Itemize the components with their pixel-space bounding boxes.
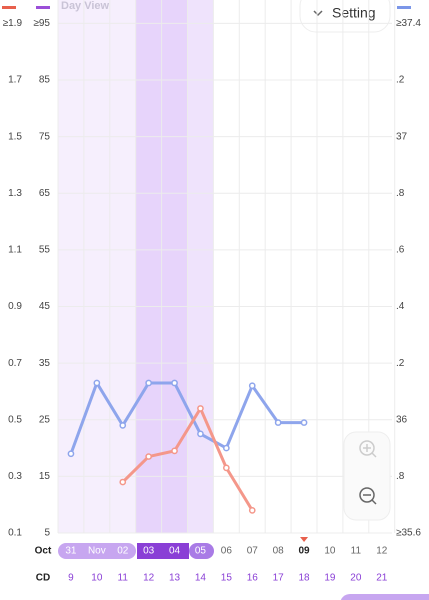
x-tick-label: 31 [65, 546, 77, 557]
series-point [67, 450, 75, 458]
view-label: Day View [61, 0, 110, 12]
y-tick-label: 1.3 [8, 188, 22, 199]
x-tick-label: 04 [169, 546, 181, 557]
series-point [197, 430, 204, 438]
bottom-pill [340, 594, 429, 600]
y-tick-label: 55 [39, 245, 51, 256]
x-tick-label: Nov [88, 546, 106, 557]
y-tick-label: 0.9 [8, 301, 22, 312]
y-tick-label: .4 [396, 301, 405, 312]
x-tick-label: 12 [376, 546, 388, 557]
cycle-day: 13 [169, 573, 181, 584]
y-tick-label: 85 [39, 75, 51, 86]
cycle-day: 9 [68, 573, 74, 584]
series-point [197, 405, 204, 412]
today-marker [300, 537, 309, 542]
y-tick-label: .2 [396, 75, 405, 86]
level-axis-name: Level [28, 0, 54, 3]
y-tick-label: 65 [39, 188, 51, 199]
y-tick-label: .2 [396, 358, 405, 369]
cycle-day: 14 [195, 573, 207, 584]
series-point [223, 464, 230, 472]
y-tick-label: 5 [44, 528, 50, 539]
cd-label: CD [36, 573, 50, 584]
y-tick-label: 25 [39, 414, 51, 425]
bbt-swatch [397, 6, 411, 9]
series-line [69, 381, 305, 455]
zoom-in[interactable] [359, 440, 375, 456]
y-tick-label: ≥37.4 [396, 18, 421, 29]
y-tick-label: 37 [396, 131, 408, 142]
cycle-day: 20 [350, 573, 362, 584]
level-swatch [36, 6, 50, 9]
y-tick-label: 36 [396, 414, 408, 425]
y-tick-label: 0.5 [8, 414, 22, 425]
series-point [119, 478, 127, 486]
highlight-band [58, 0, 136, 533]
chevron [313, 10, 323, 17]
cycle-day: 21 [376, 573, 388, 584]
y-tick-label: 35 [39, 358, 51, 369]
x-tick-label: 02 [117, 546, 129, 557]
zoom-panel [343, 431, 391, 521]
series-point [171, 379, 178, 387]
series-point [145, 453, 152, 460]
setting-button[interactable]: Setting [299, 0, 391, 33]
series-point [300, 419, 308, 426]
series-point [171, 447, 178, 455]
series-point [248, 507, 256, 514]
y-tick-label: .6 [396, 245, 405, 256]
y-tick-label: ≥1.9 [3, 18, 23, 29]
y-tick-label: 1.7 [8, 75, 22, 86]
pill [58, 543, 136, 559]
zoom-out[interactable] [359, 487, 375, 503]
cycle-day: 19 [324, 573, 336, 584]
setting-bg[interactable] [299, 0, 391, 33]
y-tick-label: .8 [396, 471, 405, 482]
x-tick-label: 07 [247, 546, 259, 557]
y-tick-label: 0.1 [8, 528, 22, 539]
cycle-day: 10 [91, 573, 103, 584]
series-point [119, 422, 127, 429]
x-tick-label: 10 [324, 546, 336, 557]
y-tick-label: ≥35.6 [396, 528, 421, 539]
bbt-axis-name: BBT [396, 0, 417, 3]
x-tick-label: 08 [273, 546, 285, 557]
cycle-day: 15 [221, 573, 233, 584]
y-tick-label: 75 [39, 131, 51, 142]
y-tick-label: 0.3 [8, 471, 22, 482]
y-tick-label: 45 [39, 301, 51, 312]
cycle-day: 16 [247, 573, 259, 584]
series-point [274, 419, 282, 426]
highlight-band [187, 0, 214, 533]
series-point [145, 379, 152, 387]
zoom-out-icon [363, 494, 377, 505]
series-line [121, 406, 254, 512]
x-tick-label: 06 [221, 546, 233, 557]
pill [137, 543, 189, 559]
cycle-day: 17 [273, 573, 285, 584]
pill [189, 543, 214, 559]
y-tick-label: 15 [39, 471, 51, 482]
ratio-axis-name: Ratio [1, 0, 26, 3]
series-point [93, 379, 101, 387]
cycle-day: 12 [143, 573, 155, 584]
cycle-day: 11 [118, 573, 129, 584]
zoom-in-icon [363, 444, 377, 458]
cycle-day: 18 [298, 573, 310, 584]
y-tick-label: 0.7 [8, 358, 22, 369]
y-tick-label: .8 [396, 188, 405, 199]
series-point [248, 382, 256, 390]
y-tick-label: 1.5 [8, 131, 22, 142]
ratio-swatch [2, 6, 16, 9]
x-tick-label: 11 [351, 546, 362, 557]
y-tick-label: ≥95 [33, 18, 50, 29]
x-tick-label: 09 [298, 546, 310, 557]
month-label: Oct [35, 546, 52, 557]
x-tick-label: 05 [195, 546, 207, 557]
series-point [223, 444, 230, 452]
x-tick-label: 03 [143, 546, 155, 557]
y-tick-label: 1.1 [8, 245, 22, 256]
